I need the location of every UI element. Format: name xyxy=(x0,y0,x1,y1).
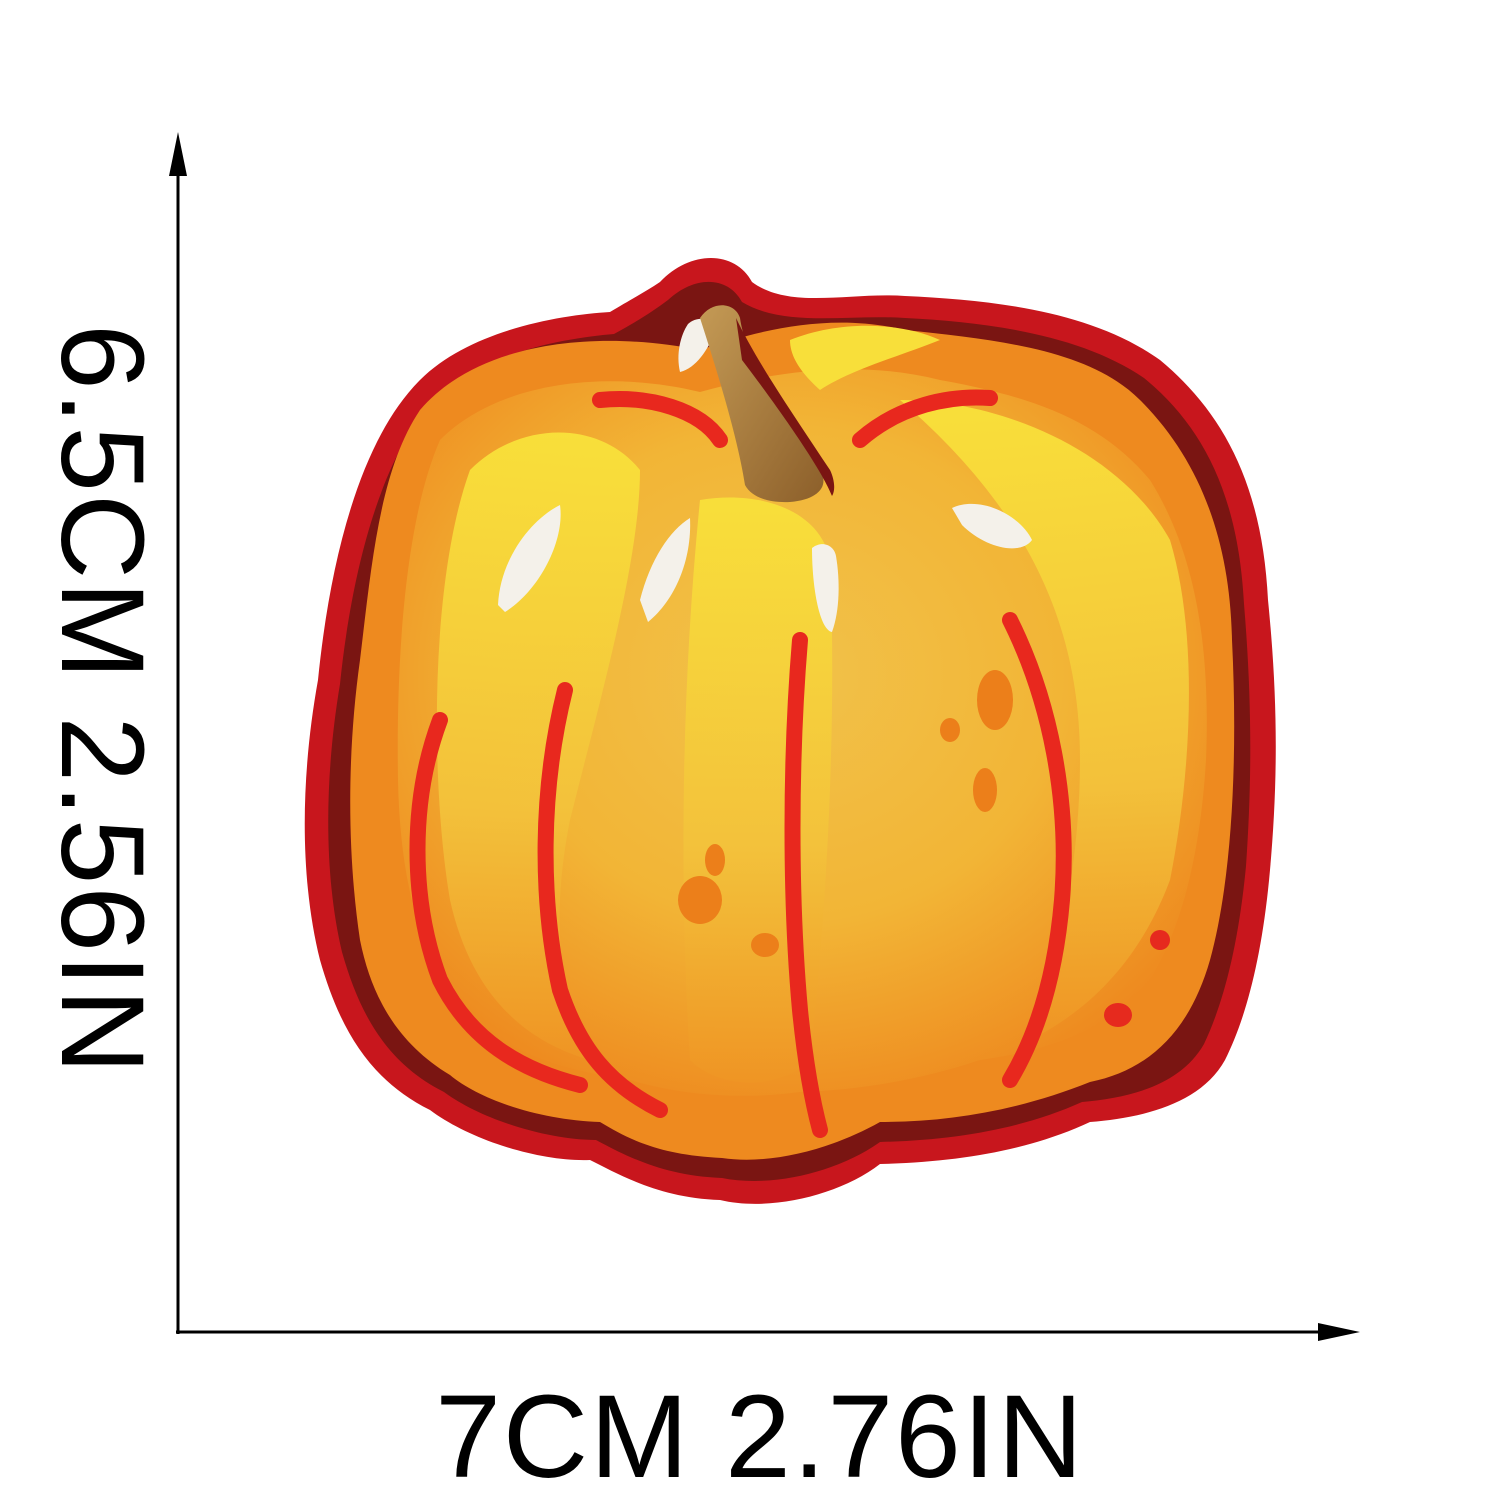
pumpkin-highlights xyxy=(498,318,1032,632)
pumpkin-lobe-top xyxy=(790,325,940,390)
pumpkin-stem xyxy=(700,305,824,503)
pumpkin-stem-shadow xyxy=(736,318,835,496)
arrow-right-icon xyxy=(1318,1323,1360,1341)
pumpkin-ribs xyxy=(409,389,1072,1138)
width-dimension-label: 7CM 2.76IN xyxy=(435,1371,1085,1503)
pumpkin-spots xyxy=(678,670,1170,1027)
pumpkin-patch xyxy=(304,258,1276,1204)
pumpkin-lobe-right xyxy=(900,400,1189,1040)
arrow-up-icon xyxy=(169,132,187,176)
height-dimension-label: 6.5CM 2.56IN xyxy=(36,324,168,1076)
pumpkin-lobe-center xyxy=(683,497,833,1083)
dimension-axes xyxy=(169,132,1360,1341)
pumpkin-lobe-left xyxy=(436,432,640,1060)
